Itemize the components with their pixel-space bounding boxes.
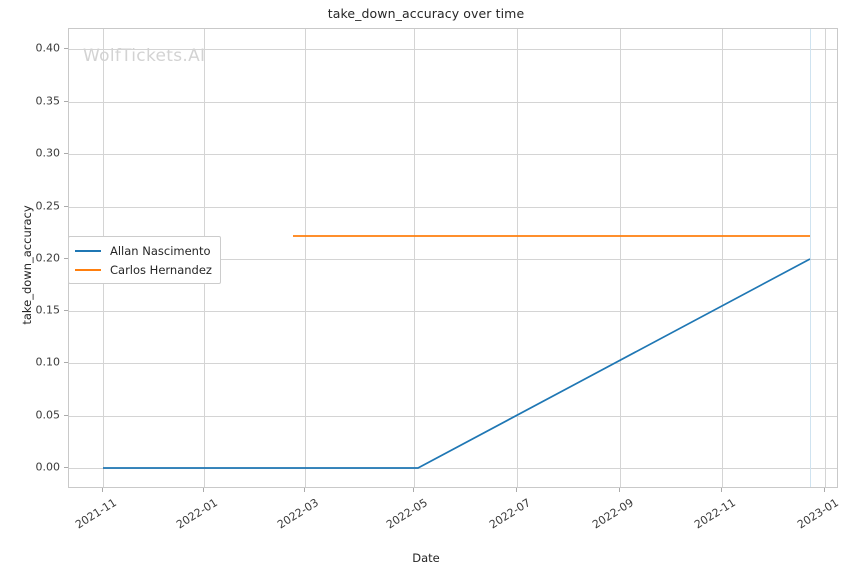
gridline-y-0.05 xyxy=(69,416,837,417)
gridline-x-2023-01 xyxy=(825,29,826,487)
x-tick-mark-6 xyxy=(721,488,722,492)
gridline-y-0.00 xyxy=(69,468,837,469)
gridline-x-2022-09 xyxy=(620,29,621,487)
series-line-allan-nascimento xyxy=(103,258,811,469)
y-tick-label-8: 0.40 xyxy=(35,41,61,55)
chart-legend[interactable]: Allan Nascimento Carlos Hernandez xyxy=(68,236,221,284)
legend-item-allan-nascimento[interactable]: Allan Nascimento xyxy=(75,241,212,260)
y-tick-label-6: 0.30 xyxy=(35,146,61,160)
y-tick-mark-6 xyxy=(64,153,68,154)
highlight-rule-2023-01-15 xyxy=(810,29,811,487)
chart-title: take_down_accuracy over time xyxy=(327,6,525,21)
y-tick-label-3: 0.15 xyxy=(35,303,61,317)
y-tick-label-5: 0.25 xyxy=(35,199,61,213)
x-tick-mark-2 xyxy=(304,488,305,492)
y-tick-label-7: 0.35 xyxy=(35,94,61,108)
series-container xyxy=(103,235,811,469)
y-tick-mark-8 xyxy=(64,48,68,49)
y-tick-label-1: 0.05 xyxy=(35,408,61,422)
legend-label-series-2: Carlos Hernandez xyxy=(110,262,212,277)
gridline-y-0.10 xyxy=(69,363,837,364)
gridline-x-2022-11 xyxy=(722,29,723,487)
y-tick-label-0: 0.00 xyxy=(35,460,61,474)
y-tick-mark-3 xyxy=(64,310,68,311)
gridline-x-2022-07 xyxy=(517,29,518,487)
gridline-y-0.40 xyxy=(69,49,837,50)
y-tick-label-4: 0.20 xyxy=(35,251,61,265)
legend-label-series-1: Allan Nascimento xyxy=(110,243,211,258)
gridline-y-0.20 xyxy=(69,259,837,260)
x-tick-mark-4 xyxy=(516,488,517,492)
x-tick-mark-7 xyxy=(824,488,825,492)
y-tick-label-2: 0.10 xyxy=(35,355,61,369)
x-tick-mark-1 xyxy=(203,488,204,492)
y-tick-mark-4 xyxy=(64,258,68,259)
x-axis-label: Date xyxy=(412,551,440,565)
y-tick-mark-2 xyxy=(64,362,68,363)
gridline-x-2022-05 xyxy=(414,29,415,487)
x-tick-mark-5 xyxy=(619,488,620,492)
y-tick-mark-7 xyxy=(64,101,68,102)
gridline-y-0.30 xyxy=(69,154,837,155)
gridline-y-0.25 xyxy=(69,207,837,208)
x-tick-mark-3 xyxy=(413,488,414,492)
y-tick-mark-1 xyxy=(64,415,68,416)
gridline-x-2022-03 xyxy=(305,29,306,487)
y-tick-mark-5 xyxy=(64,206,68,207)
gridline-y-0.15 xyxy=(69,311,837,312)
x-tick-mark-0 xyxy=(102,488,103,492)
legend-item-carlos-hernandez[interactable]: Carlos Hernandez xyxy=(75,260,212,279)
y-axis-label: take_down_accuracy xyxy=(20,205,34,325)
chart-figure: take_down_accuracy over time 0.00 0.05 0… xyxy=(20,6,841,565)
legend-swatch-icon-series-1 xyxy=(75,249,101,252)
legend-swatch-icon-series-2 xyxy=(75,268,101,271)
gridline-y-0.35 xyxy=(69,102,837,103)
y-tick-mark-0 xyxy=(64,467,68,468)
